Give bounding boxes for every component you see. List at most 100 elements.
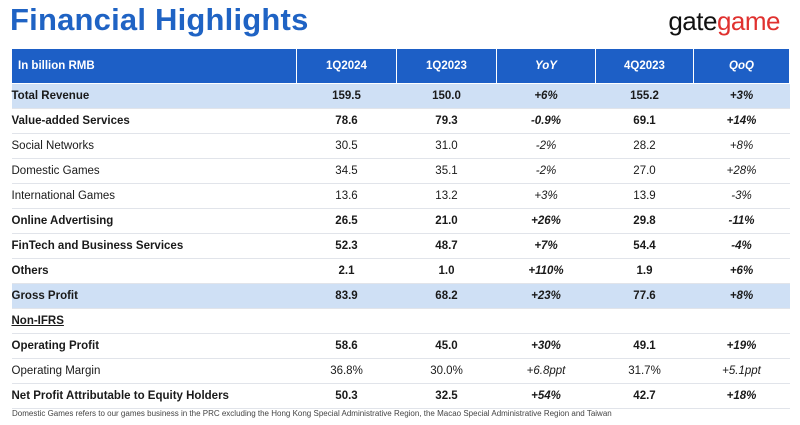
cell-yoy: +30%	[496, 333, 596, 359]
cell-4q2023: 42.7	[595, 383, 694, 409]
table-header-row: In billion RMB 1Q2024 1Q2023 YoY 4Q2023 …	[11, 48, 790, 84]
row-label: Social Networks	[11, 133, 297, 159]
table-row: Net Profit Attributable to Equity Holder…	[11, 383, 790, 409]
cell-1q2023: 68.2	[396, 283, 497, 309]
section-label: Non-IFRS	[11, 308, 297, 334]
cell-1q2023: 48.7	[396, 233, 497, 259]
row-label: Domestic Games	[11, 158, 297, 184]
page-title: Financial Highlights	[10, 2, 309, 37]
cell-1q2023: 45.0	[396, 333, 497, 359]
cell-yoy: +6%	[496, 83, 596, 109]
cell-1q2024: 78.6	[296, 108, 397, 134]
cell-1q2024: 13.6	[296, 183, 397, 209]
cell-1q2023: 35.1	[396, 158, 497, 184]
table-row: Value-added Services 78.6 79.3 -0.9% 69.…	[11, 108, 790, 134]
cell-1q2024: 50.3	[296, 383, 397, 409]
cell-1q2024: 30.5	[296, 133, 397, 159]
cell-qoq: +14%	[693, 108, 790, 134]
cell-4q2023: 1.9	[595, 258, 694, 284]
row-label: International Games	[11, 183, 297, 209]
cell-yoy: -2%	[496, 158, 596, 184]
cell-1q2024: 26.5	[296, 208, 397, 234]
header-unit: In billion RMB	[11, 48, 297, 84]
cell-yoy: -2%	[496, 133, 596, 159]
cell-4q2023: 54.4	[595, 233, 694, 259]
cell-qoq	[693, 308, 790, 334]
row-label: Net Profit Attributable to Equity Holder…	[11, 383, 297, 409]
cell-1q2024: 2.1	[296, 258, 397, 284]
header-4q2023: 4Q2023	[595, 48, 694, 84]
row-label: Gross Profit	[11, 283, 297, 309]
cell-qoq: +6%	[693, 258, 790, 284]
cell-4q2023: 27.0	[595, 158, 694, 184]
row-label: FinTech and Business Services	[11, 233, 297, 259]
cell-1q2024: 58.6	[296, 333, 397, 359]
cell-qoq: -11%	[693, 208, 790, 234]
cell-yoy: -0.9%	[496, 108, 596, 134]
cell-1q2023: 79.3	[396, 108, 497, 134]
cell-qoq: -3%	[693, 183, 790, 209]
cell-4q2023: 29.8	[595, 208, 694, 234]
cell-1q2024	[296, 308, 397, 334]
header-1q2024: 1Q2024	[296, 48, 397, 84]
cell-4q2023: 49.1	[595, 333, 694, 359]
logo-text-game: game	[716, 6, 781, 36]
cell-1q2023: 150.0	[396, 83, 497, 109]
cell-yoy: +7%	[496, 233, 596, 259]
row-label: Others	[11, 258, 297, 284]
table-row: Domestic Games 34.5 35.1 -2% 27.0 +28%	[11, 158, 790, 184]
cell-yoy: +110%	[496, 258, 596, 284]
header-1q2023: 1Q2023	[396, 48, 497, 84]
cell-qoq: +5.1ppt	[693, 358, 790, 384]
cell-qoq: +19%	[693, 333, 790, 359]
financial-highlights-table: In billion RMB 1Q2024 1Q2023 YoY 4Q2023 …	[11, 48, 790, 409]
table-row: Operating Profit 58.6 45.0 +30% 49.1 +19…	[11, 333, 790, 359]
row-label: Operating Margin	[11, 358, 297, 384]
cell-yoy: +3%	[496, 183, 596, 209]
cell-4q2023: 28.2	[595, 133, 694, 159]
cell-yoy: +6.8ppt	[496, 358, 596, 384]
table-row: Online Advertising 26.5 21.0 +26% 29.8 -…	[11, 208, 790, 234]
logo-text-gate: gate	[668, 6, 717, 36]
brand-logo: gategame	[668, 6, 780, 37]
cell-qoq: +8%	[693, 283, 790, 309]
cell-qoq: -4%	[693, 233, 790, 259]
cell-1q2023: 32.5	[396, 383, 497, 409]
row-label: Operating Profit	[11, 333, 297, 359]
cell-4q2023: 13.9	[595, 183, 694, 209]
table-row: Total Revenue 159.5 150.0 +6% 155.2 +3%	[11, 83, 790, 109]
header-yoy: YoY	[496, 48, 596, 84]
cell-qoq: +3%	[693, 83, 790, 109]
cell-1q2023	[396, 308, 497, 334]
table-row: Others 2.1 1.0 +110% 1.9 +6%	[11, 258, 790, 284]
cell-1q2024: 36.8%	[296, 358, 397, 384]
cell-1q2024: 52.3	[296, 233, 397, 259]
row-label: Online Advertising	[11, 208, 297, 234]
cell-1q2023: 30.0%	[396, 358, 497, 384]
cell-4q2023: 155.2	[595, 83, 694, 109]
cell-1q2023: 21.0	[396, 208, 497, 234]
row-label: Value-added Services	[11, 108, 297, 134]
header-qoq: QoQ	[693, 48, 790, 84]
cell-4q2023: 77.6	[595, 283, 694, 309]
cell-1q2023: 31.0	[396, 133, 497, 159]
table-row: International Games 13.6 13.2 +3% 13.9 -…	[11, 183, 790, 209]
cell-4q2023	[595, 308, 694, 334]
cell-yoy	[496, 308, 596, 334]
cell-yoy: +23%	[496, 283, 596, 309]
cell-4q2023: 69.1	[595, 108, 694, 134]
row-label: Total Revenue	[11, 83, 297, 109]
table-row: FinTech and Business Services 52.3 48.7 …	[11, 233, 790, 259]
table-row: Social Networks 30.5 31.0 -2% 28.2 +8%	[11, 133, 790, 159]
footnote: Domestic Games refers to our games busin…	[12, 409, 612, 418]
cell-1q2024: 83.9	[296, 283, 397, 309]
cell-qoq: +28%	[693, 158, 790, 184]
cell-1q2024: 34.5	[296, 158, 397, 184]
cell-yoy: +54%	[496, 383, 596, 409]
table-row: Operating Margin 36.8% 30.0% +6.8ppt 31.…	[11, 358, 790, 384]
cell-qoq: +8%	[693, 133, 790, 159]
cell-1q2024: 159.5	[296, 83, 397, 109]
cell-1q2023: 13.2	[396, 183, 497, 209]
table-row: Gross Profit 83.9 68.2 +23% 77.6 +8%	[11, 283, 790, 309]
cell-qoq: +18%	[693, 383, 790, 409]
